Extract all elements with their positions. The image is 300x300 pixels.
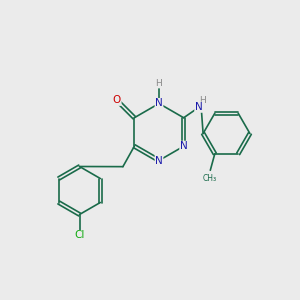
Text: N: N (155, 155, 163, 166)
Text: N: N (180, 141, 188, 151)
Text: Cl: Cl (74, 230, 85, 241)
Text: N: N (195, 102, 203, 112)
Text: N: N (155, 98, 163, 109)
Text: H: H (156, 79, 162, 88)
Text: CH₃: CH₃ (202, 174, 217, 183)
Text: O: O (113, 95, 121, 105)
Text: H: H (199, 96, 206, 105)
